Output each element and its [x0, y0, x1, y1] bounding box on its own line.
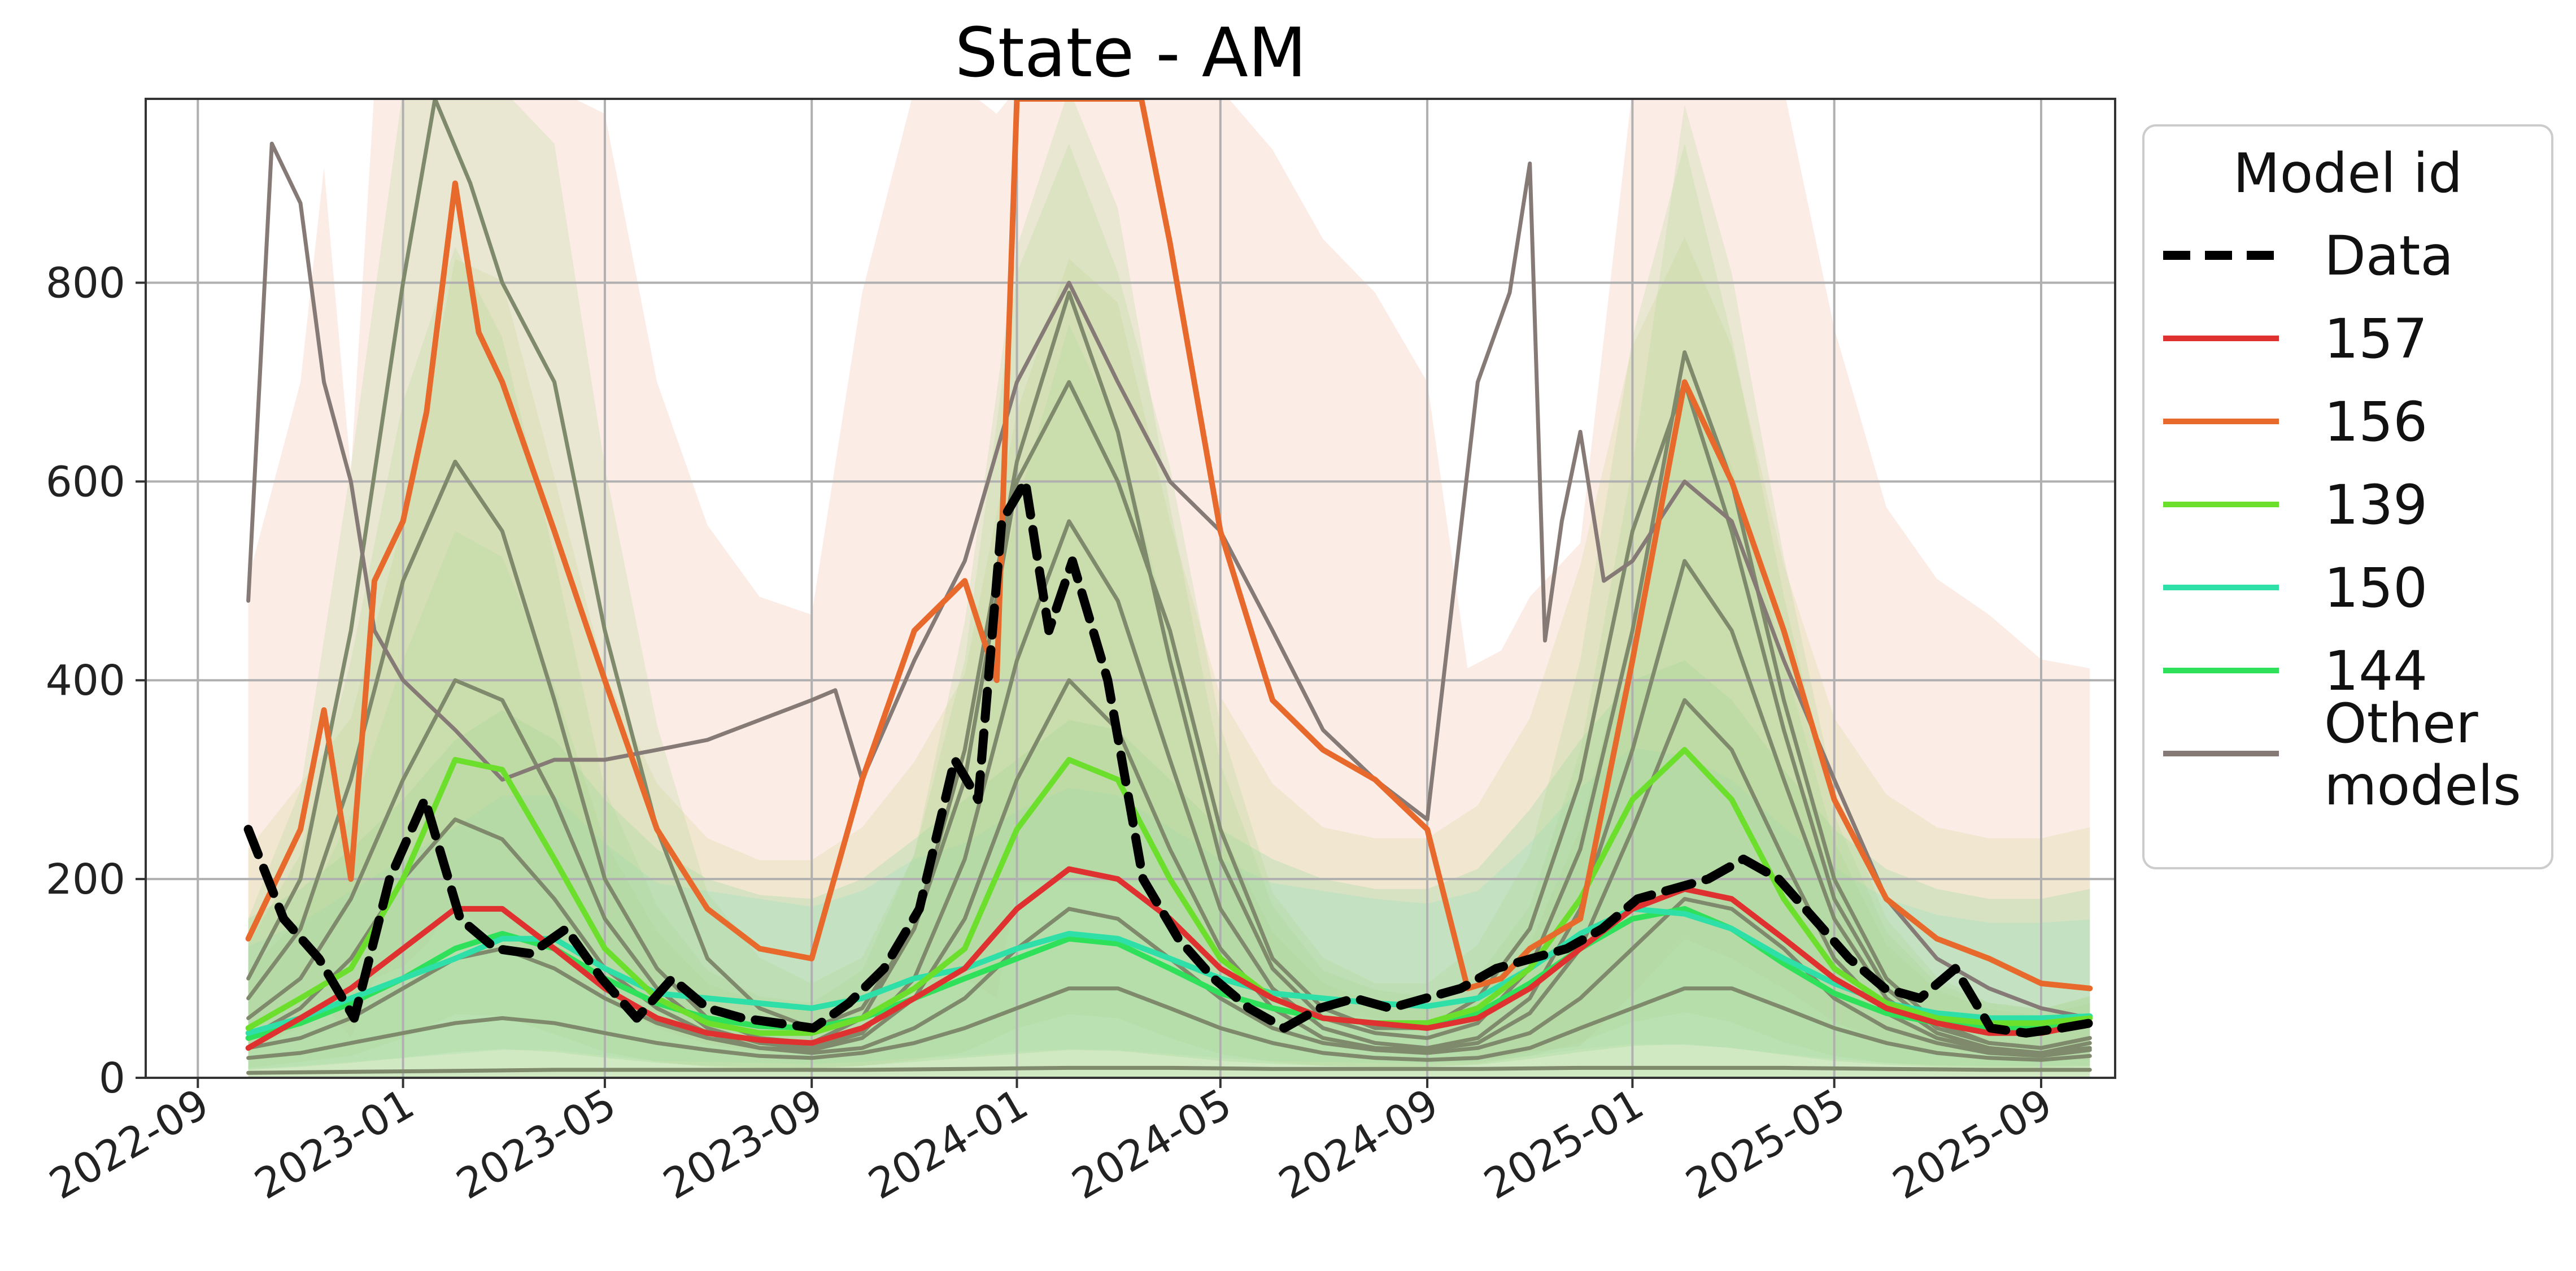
- y-tick-label: 400: [46, 656, 125, 705]
- band-3: [248, 747, 2090, 1069]
- series-line-139: [245, 747, 2093, 1036]
- legend-label: Data: [2324, 224, 2453, 288]
- x-tick-label: 2024-09: [1271, 1080, 1446, 1209]
- other-model-line: [246, 678, 2092, 1055]
- y-tick-label: 800: [46, 259, 125, 307]
- legend-title: Model id: [2233, 142, 2462, 205]
- other-model-line: [246, 99, 2092, 1050]
- band-0: [248, 99, 2090, 1060]
- x-tick-label: 2025-01: [1476, 1080, 1652, 1209]
- other-model-line: [246, 986, 2092, 1062]
- legend-label: 144: [2324, 639, 2427, 703]
- legend-box: [2142, 124, 2553, 869]
- x-tick-label: 2023-01: [247, 1080, 422, 1209]
- plot-area: 0 200 400 600 800 2022-09 2023-01 2023-05 2023-0…: [42, 98, 2116, 1209]
- x-tick-label: 2024-05: [1064, 1080, 1240, 1209]
- series-line-data: [243, 477, 2095, 1038]
- x-tick-label: 2022-09: [42, 1080, 217, 1209]
- x-tick-label: 2024-01: [861, 1080, 1036, 1209]
- y-tick-label: 0: [99, 1054, 125, 1103]
- plot-frame: [145, 98, 2116, 1079]
- y-tick-label: 600: [46, 458, 125, 506]
- x-tick-label: 2023-05: [448, 1080, 624, 1209]
- series-line-156: [245, 99, 2093, 991]
- y-tick-label: 200: [46, 855, 125, 904]
- x-tick-label: 2025-09: [1885, 1080, 2060, 1209]
- series-lines: [243, 99, 2095, 1075]
- other-model-line: [246, 519, 2092, 1055]
- legend-label: 157: [2324, 307, 2427, 371]
- legend-label: Other models: [2324, 692, 2521, 817]
- legend-label: 150: [2324, 556, 2427, 620]
- x-tick-label: 2025-05: [1678, 1080, 1854, 1209]
- x-tick-label: 2023-09: [655, 1080, 831, 1209]
- other-model-line: [246, 290, 2092, 1050]
- chart-title: State - AM: [955, 14, 1307, 93]
- other-model-line: [246, 1065, 2092, 1075]
- other-model-line: [246, 141, 2092, 1020]
- legend-label: 139: [2324, 473, 2427, 537]
- legend-label: 156: [2324, 390, 2427, 454]
- model-band-2: [248, 324, 2090, 1078]
